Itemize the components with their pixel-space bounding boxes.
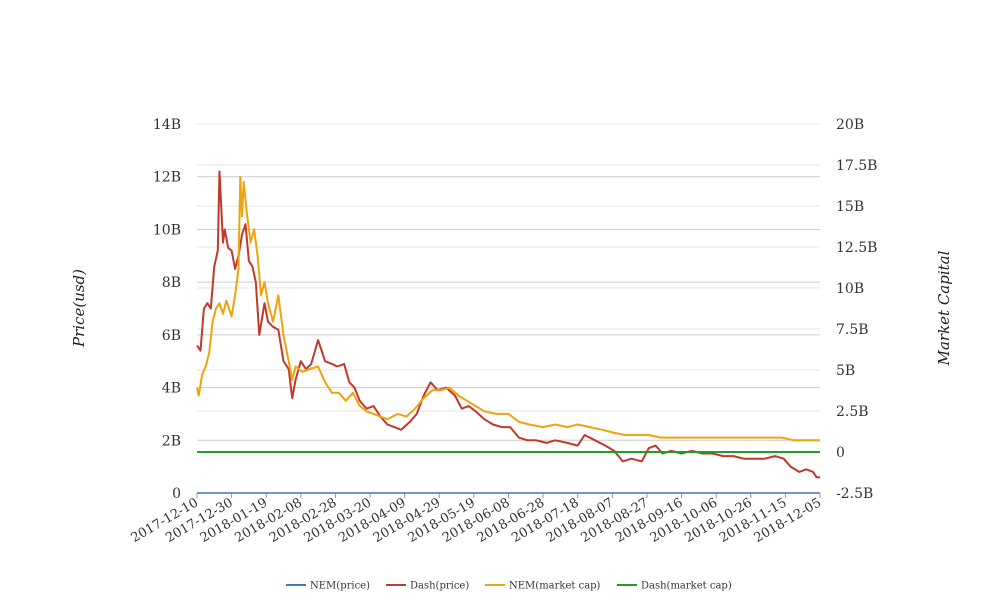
x-ticks: 2017-12-102017-12-302018-01-192018-02-08… xyxy=(129,493,824,546)
y-left-tick-label: 6B xyxy=(162,328,181,344)
y-right-tick-label: 2.5B xyxy=(836,404,869,420)
legend-label: NEM(market cap) xyxy=(509,581,601,592)
y-axis-left-label: Price(usd) xyxy=(70,269,88,348)
y-left-tick-label: 10B xyxy=(153,222,181,238)
y-right-tick-label: 7.5B xyxy=(836,322,869,338)
y-left-tick-label: 12B xyxy=(153,170,181,186)
y-left-tick-label: 8B xyxy=(162,275,181,291)
y-left-tick-label: 0 xyxy=(172,486,181,502)
y-right-tick-label: 5B xyxy=(836,363,855,379)
series-layer xyxy=(196,170,820,494)
y-left-tick-label: 4B xyxy=(162,381,181,397)
y-axis-right-label: Market Capital xyxy=(935,250,953,366)
y-right-tick-label: 20B xyxy=(836,117,864,133)
y-right-tick-label: 15B xyxy=(836,199,864,215)
series-line-nem-market-cap- xyxy=(196,175,820,442)
y-right-tick-label: -2.5B xyxy=(836,486,873,502)
y-right-tick-label: 10B xyxy=(836,281,864,297)
y-right-tick-label: 0 xyxy=(836,445,845,461)
y-left-tick-label: 2B xyxy=(162,433,181,449)
y-left-tick-label: 14B xyxy=(153,117,181,133)
legend: NEM(price) Dash(price) NEM(market cap) Dash… xyxy=(286,581,732,592)
legend-label: Dash(market cap) xyxy=(641,581,732,592)
legend-label: Dash(price) xyxy=(410,581,469,592)
y-right-ticks: -2.5B 0 2.5B 5B 7.5B 10B 12.5B 15B 17.5B 20B xyxy=(836,117,877,502)
series-line-dash-price- xyxy=(196,170,820,479)
y-right-tick-label: 12.5B xyxy=(836,240,877,256)
y-right-tick-label: 17.5B xyxy=(836,158,877,174)
y-left-ticks: 0 2B 4B 6B 8B 10B 12B 14B xyxy=(153,117,181,502)
legend-label: NEM(price) xyxy=(310,581,370,592)
